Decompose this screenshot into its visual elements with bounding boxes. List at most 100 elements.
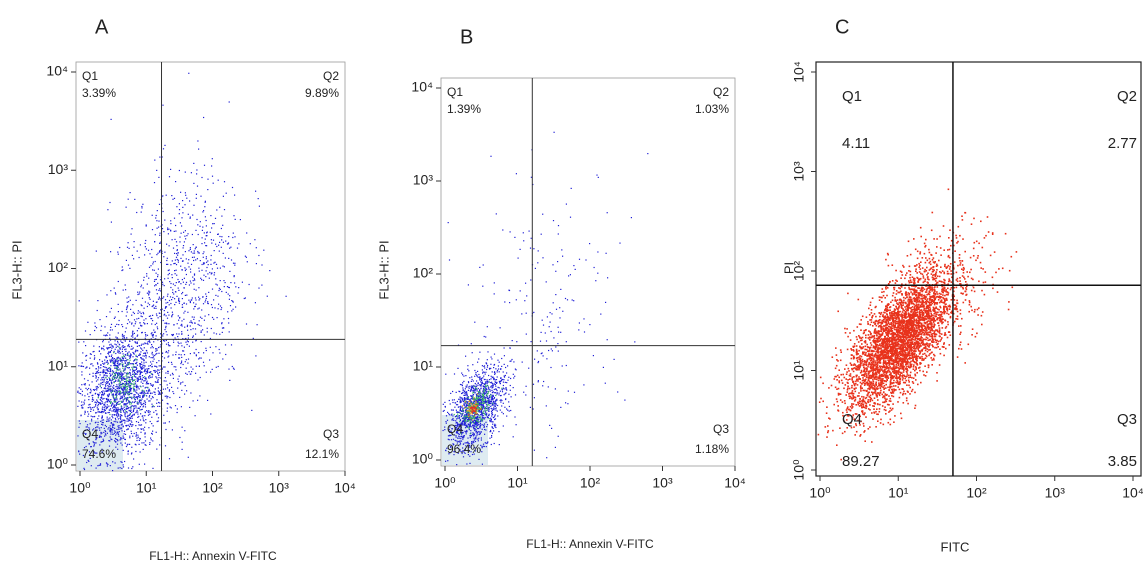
event-dot — [487, 398, 489, 400]
event-dot — [137, 385, 139, 388]
event-dot — [542, 355, 544, 357]
event-dot — [118, 390, 120, 392]
event-dot — [186, 373, 188, 375]
event-dot — [179, 436, 181, 439]
event-dot — [109, 465, 111, 467]
event-dot — [499, 381, 501, 383]
event-dot — [124, 381, 126, 383]
event-dot — [111, 382, 113, 384]
event-dot — [455, 435, 457, 437]
event-dot — [225, 291, 227, 293]
event-dot — [108, 389, 110, 391]
event-dot — [502, 413, 504, 415]
event-dot — [472, 432, 474, 434]
event-dot — [83, 383, 85, 385]
event-dot — [128, 386, 130, 388]
event-dot — [463, 443, 465, 445]
event-dot — [447, 460, 449, 462]
event-dot — [109, 351, 111, 353]
event-dot — [142, 365, 144, 367]
event-dot — [473, 422, 475, 424]
event-dot — [128, 384, 130, 387]
event-dot — [124, 460, 126, 463]
event-dot — [187, 311, 189, 313]
event-dot — [117, 415, 119, 417]
event-dot — [135, 391, 137, 393]
event-dot — [464, 401, 466, 403]
event-dot — [144, 433, 146, 435]
event-dot — [204, 216, 206, 218]
event-dot — [449, 403, 451, 405]
event-dot — [197, 252, 199, 254]
event-dot — [124, 409, 126, 411]
event-dots — [77, 72, 287, 472]
event-dot — [469, 423, 471, 425]
event-dot — [175, 181, 177, 183]
event-dot — [232, 308, 234, 310]
event-dot — [101, 448, 103, 450]
event-dot — [141, 442, 143, 444]
event-dot — [162, 319, 164, 322]
event-dot — [199, 316, 202, 318]
event-dot — [97, 424, 99, 426]
event-dot — [175, 256, 178, 258]
event-dot — [147, 414, 150, 416]
event-dot — [203, 334, 205, 336]
event-dot — [180, 342, 182, 344]
event-dot — [111, 415, 113, 417]
event-dot — [135, 405, 137, 407]
event-dot — [188, 345, 190, 347]
event-dot — [117, 448, 119, 450]
event-dot — [476, 402, 479, 404]
event-dot — [202, 211, 204, 213]
event-dot — [100, 325, 103, 327]
event-dot — [470, 412, 472, 414]
event-dot — [195, 355, 197, 357]
event-dot — [110, 343, 112, 345]
event-dot — [101, 360, 103, 362]
event-dot — [151, 344, 153, 346]
event-dot — [473, 390, 475, 392]
event-dot — [515, 173, 517, 175]
event-dot — [464, 390, 466, 392]
event-dot — [123, 395, 125, 397]
event-dot — [458, 435, 460, 437]
event-dot — [467, 418, 469, 420]
event-dot — [107, 348, 109, 350]
event-dot — [122, 425, 124, 427]
event-dot — [157, 372, 159, 374]
event-dot — [168, 350, 170, 352]
event-dot — [145, 335, 147, 337]
event-dot — [141, 205, 143, 208]
event-dot — [152, 347, 154, 349]
event-dot — [508, 405, 510, 408]
event-dot — [126, 380, 128, 382]
event-dot — [153, 411, 155, 413]
event-dot — [116, 391, 118, 393]
event-dot — [477, 419, 479, 422]
event-dot — [173, 293, 175, 295]
event-dot — [900, 345, 903, 347]
event-dot — [117, 373, 119, 375]
event-dot — [118, 391, 120, 393]
event-dot — [495, 424, 497, 426]
event-dot — [128, 424, 130, 426]
event-dot — [126, 373, 128, 375]
event-dot — [181, 345, 183, 347]
event-dot — [571, 299, 573, 301]
event-dot — [478, 358, 480, 360]
event-dot — [478, 414, 480, 416]
event-dot — [88, 384, 90, 386]
event-dot — [165, 306, 168, 308]
event-dot — [130, 348, 132, 350]
event-dot — [490, 367, 492, 369]
event-dot — [197, 323, 199, 325]
event-dot — [128, 396, 130, 398]
event-dot — [467, 442, 469, 444]
event-dot — [119, 352, 122, 354]
event-dot — [482, 399, 485, 401]
event-dot — [129, 389, 132, 391]
event-dot — [145, 239, 147, 242]
event-dot — [155, 431, 157, 433]
event-dot — [141, 379, 143, 381]
